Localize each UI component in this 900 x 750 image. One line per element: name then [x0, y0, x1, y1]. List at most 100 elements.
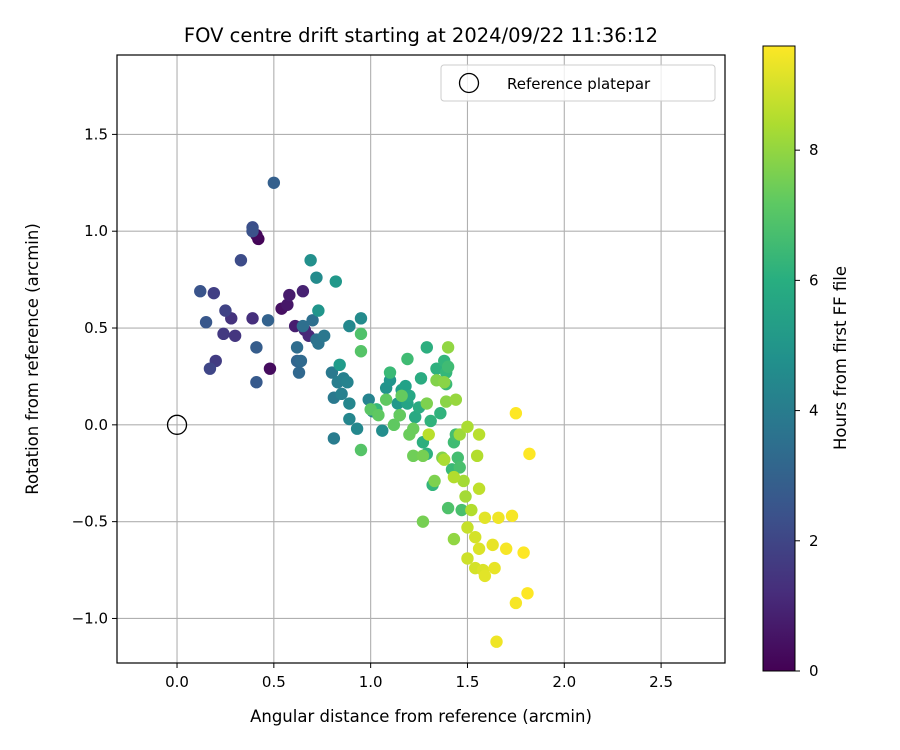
data-point	[325, 366, 339, 379]
colorbar-tick-label: 2	[809, 532, 819, 550]
data-point	[203, 362, 217, 375]
data-point	[250, 341, 263, 354]
data-point	[441, 341, 455, 354]
data-point	[414, 372, 428, 385]
data-point	[354, 443, 368, 457]
data-point	[306, 314, 319, 327]
data-point	[234, 254, 248, 267]
data-point	[261, 314, 275, 327]
data-point	[228, 329, 242, 342]
grid	[117, 55, 725, 663]
data-point	[310, 271, 323, 284]
data-point	[312, 304, 325, 317]
legend-label-reference: Reference platepar	[507, 75, 651, 93]
data-point	[294, 354, 308, 368]
data-point	[509, 407, 523, 420]
data-point	[472, 542, 486, 555]
data-point	[509, 596, 523, 610]
colorbar-ticks: 0 2 4 6 8	[795, 141, 819, 680]
data-point	[453, 461, 466, 474]
data-point	[341, 376, 354, 389]
data-point	[263, 362, 277, 375]
data-point	[441, 360, 455, 373]
x-tick-label: 0.5	[262, 673, 286, 691]
data-point	[453, 428, 466, 441]
data-point	[420, 397, 434, 410]
data-point	[416, 515, 430, 528]
data-point	[461, 552, 474, 565]
data-point	[335, 387, 348, 401]
data-point	[472, 482, 486, 495]
data-point	[283, 288, 296, 302]
data-point	[447, 532, 461, 546]
data-point	[422, 428, 435, 441]
x-tick-label: 2.0	[552, 673, 576, 691]
data-point	[492, 511, 505, 524]
data-point	[517, 546, 530, 559]
data-point	[472, 428, 486, 441]
data-point	[343, 397, 356, 410]
colorbar	[762, 45, 796, 672]
data-point	[457, 474, 470, 488]
y-tick-label: −1.0	[72, 609, 108, 627]
data-point	[296, 319, 310, 333]
data-point	[393, 408, 406, 422]
data-point	[434, 407, 447, 420]
data-point	[465, 503, 478, 517]
data-point	[461, 420, 474, 433]
data-point	[447, 470, 461, 484]
data-point	[399, 379, 412, 393]
data-point	[350, 422, 364, 435]
y-tick-label: 1.5	[84, 125, 108, 143]
colorbar-label: Hours from first FF file	[831, 266, 850, 450]
data-point	[449, 393, 463, 406]
data-point	[420, 341, 434, 354]
colorbar-tick-label: 8	[809, 141, 819, 159]
data-point	[194, 285, 207, 298]
data-point	[523, 447, 536, 461]
data-point	[488, 561, 501, 575]
data-point	[290, 341, 304, 354]
data-point	[296, 285, 310, 298]
data-point	[246, 225, 259, 238]
data-point	[250, 376, 263, 389]
data-point	[407, 422, 420, 435]
data-point	[281, 298, 294, 311]
data-point	[439, 395, 453, 408]
data-point	[428, 474, 441, 488]
data-point	[376, 424, 389, 437]
plot-frame	[116, 54, 726, 664]
legend: Reference platepar	[440, 64, 716, 102]
y-tick-label: 0.0	[84, 416, 108, 434]
data-point	[199, 316, 213, 329]
data-point	[383, 366, 397, 379]
data-point	[430, 362, 443, 375]
data-point	[362, 393, 375, 406]
x-axis-ticks: 0.0 0.5 1.0 1.5 2.0 2.5	[165, 663, 673, 691]
x-tick-label: 2.5	[649, 673, 673, 691]
legend-marker-reference	[458, 72, 480, 94]
data-point	[461, 521, 474, 534]
data-point	[354, 345, 368, 358]
data-point	[478, 511, 492, 524]
y-tick-label: 1.0	[84, 222, 108, 240]
chart-title: FOV centre drift starting at 2024/09/22 …	[184, 24, 658, 47]
data-point	[317, 329, 331, 342]
data-point	[387, 418, 401, 432]
y-tick-label: −0.5	[72, 513, 108, 531]
data-point	[207, 286, 221, 300]
data-point	[246, 312, 259, 325]
data-point	[395, 389, 408, 402]
data-point	[478, 569, 492, 583]
data-point	[499, 542, 513, 555]
data-point	[217, 327, 230, 341]
data-point	[441, 501, 455, 515]
data-point	[455, 503, 468, 517]
data-points	[166, 176, 536, 648]
x-axis-label: Angular distance from reference (arcmin)	[250, 707, 592, 726]
y-axis-ticks: −1.0 −0.5 0.0 0.5 1.0 1.5	[72, 125, 117, 627]
y-tick-label: 0.5	[84, 319, 108, 337]
data-point	[459, 490, 472, 503]
data-point	[379, 393, 393, 406]
